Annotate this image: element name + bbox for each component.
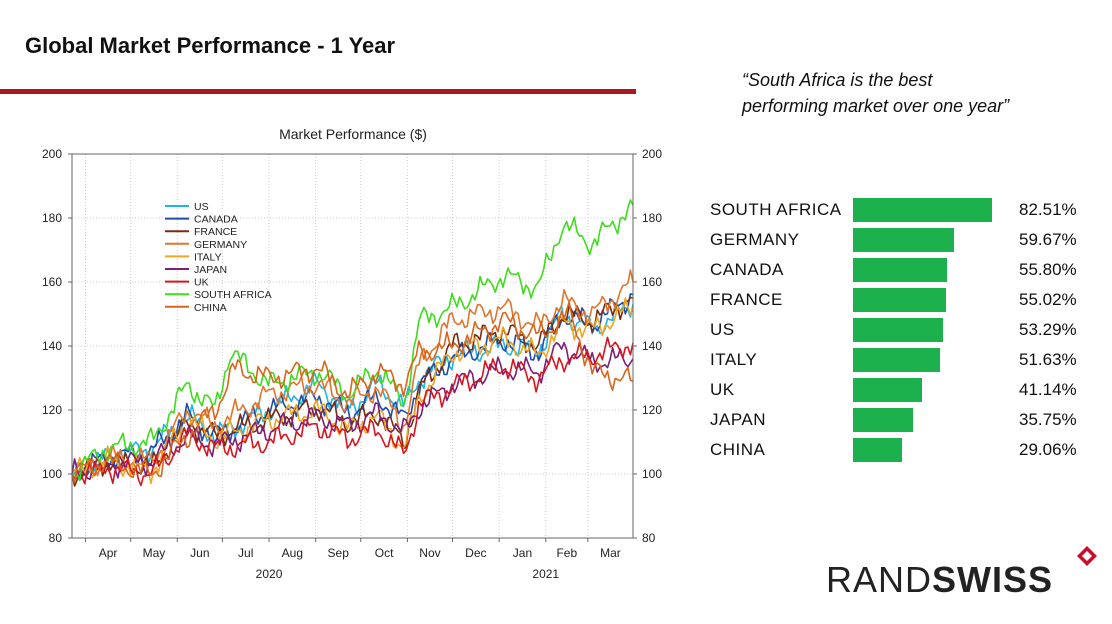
x-tick-label: Jan — [513, 546, 532, 560]
legend-label: CANADA — [194, 214, 238, 226]
ranking-row: UK 41.14% — [710, 376, 1110, 406]
title-rule — [0, 89, 636, 94]
ranking-country: GERMANY — [710, 230, 800, 249]
y-tick-label-left: 140 — [42, 339, 62, 353]
series-line-italy — [71, 297, 634, 485]
ranking-bar — [853, 288, 946, 312]
market-performance-chart: Market Performance ($) 80 80 100 100 120 120 1… — [42, 126, 662, 581]
y-tick-label-right: 160 — [642, 275, 662, 289]
ranking-value: 29.06% — [1019, 440, 1077, 459]
ranking-bar — [853, 408, 914, 432]
ranking-row: SOUTH AFRICA 82.51% — [710, 196, 1110, 226]
ranking-value: 53.29% — [1019, 320, 1077, 339]
chart-title: Market Performance ($) — [279, 126, 427, 142]
y-tick-label-right: 200 — [642, 147, 662, 161]
performance-ranking: SOUTH AFRICA 82.51% GERMANY 59.67% CANADA 55.… — [710, 196, 1110, 476]
ranking-value: 55.80% — [1019, 260, 1077, 279]
ranking-country: CHINA — [710, 440, 766, 459]
x-tick-label: May — [143, 546, 166, 560]
x-tick-label: Dec — [465, 546, 486, 560]
x-tick-label: Jul — [238, 546, 253, 560]
legend-label: FRANCE — [194, 226, 237, 238]
randswiss-logo: RANDSWISS — [826, 546, 1106, 605]
x-tick-label: Apr — [99, 546, 118, 560]
ranking-row: US 53.29% — [710, 316, 1110, 346]
series-line-china — [71, 301, 634, 484]
ranking-value: 51.63% — [1019, 350, 1077, 369]
legend-label: JAPAN — [194, 264, 227, 276]
quote-text: “South Africa is the best performing mar… — [742, 70, 1010, 116]
ranking-row: GERMANY 59.67% — [710, 226, 1110, 256]
logo-diamond-icon — [1077, 546, 1097, 566]
x-year-label: 2021 — [532, 567, 559, 581]
ranking-bar — [853, 378, 923, 402]
ranking-country: CANADA — [710, 260, 784, 279]
y-tick-label-right: 80 — [642, 531, 656, 545]
legend-label: ITALY — [194, 251, 222, 263]
ranking-row: ITALY 51.63% — [710, 346, 1110, 376]
x-tick-label: Oct — [375, 546, 394, 560]
ranking-country: UK — [710, 380, 735, 399]
ranking-country: JAPAN — [710, 410, 767, 429]
y-tick-label-left: 80 — [49, 531, 63, 545]
y-tick-label-right: 100 — [642, 467, 662, 481]
ranking-bar — [853, 438, 902, 462]
ranking-country: US — [710, 320, 735, 339]
series-line-south-africa — [71, 199, 634, 482]
ranking-bar — [853, 228, 954, 252]
series-line-uk — [71, 336, 634, 487]
x-tick-label: Nov — [419, 546, 440, 560]
series-line-germany — [71, 269, 634, 477]
y-tick-label-right: 140 — [642, 339, 662, 353]
y-tick-label-left: 120 — [42, 403, 62, 417]
ranking-value: 41.14% — [1019, 380, 1077, 399]
x-tick-label: Sep — [328, 546, 350, 560]
x-tick-label: Aug — [282, 546, 303, 560]
ranking-row: CANADA 55.80% — [710, 256, 1110, 286]
ranking-value: 55.02% — [1019, 290, 1077, 309]
legend-label: UK — [194, 277, 209, 289]
ranking-value: 59.67% — [1019, 230, 1077, 249]
x-tick-label: Feb — [556, 546, 577, 560]
ranking-country: FRANCE — [710, 290, 783, 309]
ranking-row: JAPAN 35.75% — [710, 406, 1110, 436]
legend-label: SOUTH AFRICA — [194, 289, 272, 301]
y-tick-label-right: 180 — [642, 211, 662, 225]
legend-label: CHINA — [194, 302, 227, 314]
x-year-label: 2020 — [256, 567, 283, 581]
y-tick-label-left: 160 — [42, 275, 62, 289]
x-tick-label: Jun — [190, 546, 209, 560]
series-line-france — [71, 296, 634, 487]
ranking-bar — [853, 198, 992, 222]
ranking-country: ITALY — [710, 350, 758, 369]
legend-label: US — [194, 201, 209, 213]
ranking-bar — [853, 258, 947, 282]
y-tick-label-left: 200 — [42, 147, 62, 161]
legend-label: GERMANY — [194, 239, 247, 251]
y-tick-label-left: 100 — [42, 467, 62, 481]
x-tick-label: Mar — [600, 546, 621, 560]
plot-border — [71, 153, 634, 539]
ranking-bar — [853, 318, 943, 342]
y-tick-label-right: 120 — [642, 403, 662, 417]
y-tick-label-left: 180 — [42, 211, 62, 225]
ranking-row: CHINA 29.06% — [710, 436, 1110, 466]
ranking-bar — [853, 348, 940, 372]
slide-title: Global Market Performance - 1 Year — [25, 33, 396, 58]
ranking-country: SOUTH AFRICA — [710, 200, 842, 219]
ranking-value: 82.51% — [1019, 200, 1077, 219]
ranking-row: FRANCE 55.02% — [710, 286, 1110, 316]
ranking-value: 35.75% — [1019, 410, 1077, 429]
